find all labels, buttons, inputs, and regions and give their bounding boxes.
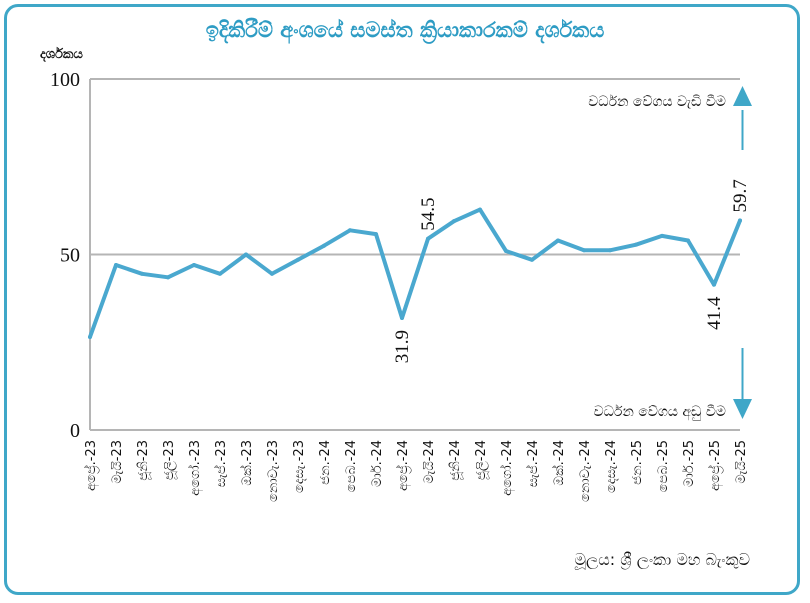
data-point bbox=[712, 282, 716, 287]
x-tick-label: මැයි-24 bbox=[422, 440, 437, 484]
x-tick-label: ජූලි-23 bbox=[162, 440, 177, 480]
data-point bbox=[686, 238, 690, 243]
data-point bbox=[504, 248, 508, 253]
x-tick-label: අගෝ.-23 bbox=[187, 440, 203, 496]
data-point bbox=[556, 238, 560, 243]
data-point bbox=[322, 243, 326, 248]
y-axis-label: දර්ශකය bbox=[40, 46, 83, 63]
x-tick-label: අප්‍රේ.-23 bbox=[83, 440, 99, 491]
chart-title: ඉදිකිරීම් අංශයේ සමස්ත ක්‍රියාකාරකම් දර්ශ… bbox=[205, 18, 605, 42]
x-tick-label: ජූලි-24 bbox=[474, 440, 489, 480]
data-labels: 31.9 54.5 41.4 59.7 bbox=[392, 179, 751, 363]
data-label: 31.9 bbox=[392, 330, 413, 363]
gridlines bbox=[89, 78, 740, 431]
x-tick-label: දෙසැ.-24 bbox=[604, 440, 619, 493]
data-point bbox=[88, 334, 92, 339]
x-tick-label: අප්‍රේ.-24 bbox=[395, 440, 411, 491]
data-point bbox=[608, 248, 612, 253]
x-tick-label: ජන.-24 bbox=[318, 440, 333, 485]
x-tick-label: නොවැ.-24 bbox=[578, 440, 593, 502]
data-point bbox=[660, 233, 664, 238]
data-point bbox=[452, 219, 456, 224]
x-tick-label: මැයි-25 bbox=[734, 440, 749, 484]
data-point bbox=[634, 242, 638, 247]
data-point bbox=[114, 263, 118, 268]
x-tick-label: මැයි-23 bbox=[110, 440, 125, 484]
y-tick-label: 0 bbox=[70, 420, 80, 442]
x-tick-label: ජූනි-23 bbox=[136, 440, 151, 481]
source-note: මූලය: ශ්‍රී ලංකා මහ බැංකුව bbox=[574, 550, 750, 570]
data-point bbox=[738, 218, 742, 223]
x-tick-label: මාර්.-24 bbox=[369, 440, 385, 487]
data-point bbox=[166, 275, 170, 280]
x-tick-label: පෙබ.-24 bbox=[344, 440, 359, 492]
data-point bbox=[192, 263, 196, 268]
growth-down-note: වර්ධන වේගය අඩු වීම bbox=[594, 404, 726, 421]
series-line bbox=[88, 207, 742, 339]
x-tick-label: සැප්.-23 bbox=[213, 440, 229, 487]
chart-frame bbox=[4, 4, 800, 595]
x-tick-labels: අප්‍රේ.-23 මැයි-23 ජූනි-23 ජූලි-23 අගෝ.-23 සැ… bbox=[83, 440, 749, 502]
data-point bbox=[582, 248, 586, 253]
x-tick-label: ඔක්.-23 bbox=[239, 440, 255, 486]
x-tick-label: ජන.-25 bbox=[630, 440, 645, 485]
data-point bbox=[530, 257, 534, 262]
x-tick-label: දෙසැ.-23 bbox=[292, 440, 307, 493]
growth-up-note: වර්ධන වේගය වැඩි වීම bbox=[588, 94, 726, 110]
data-point bbox=[400, 316, 404, 321]
x-tick-label: ඔක්.-24 bbox=[551, 440, 567, 486]
data-label: 41.4 bbox=[704, 296, 725, 330]
data-point bbox=[374, 232, 378, 237]
data-point bbox=[270, 271, 274, 276]
y-tick-labels: 0 50 100 bbox=[50, 69, 80, 442]
x-tick-label: නොවැ.-23 bbox=[266, 440, 281, 502]
down-arrow-icon bbox=[733, 348, 752, 419]
data-label: 59.7 bbox=[730, 179, 751, 212]
x-tick-label: සැප්.-24 bbox=[525, 440, 541, 487]
data-point bbox=[478, 207, 482, 212]
x-tick-label: පෙබ.-25 bbox=[656, 440, 671, 492]
y-tick-label: 50 bbox=[60, 245, 80, 267]
data-label: 54.5 bbox=[418, 197, 439, 230]
data-point bbox=[140, 271, 144, 276]
data-point bbox=[296, 257, 300, 262]
data-point bbox=[348, 228, 352, 233]
x-tick-label: අප්‍රේ.-25 bbox=[707, 440, 723, 491]
x-tick-label: ජූනි-24 bbox=[448, 440, 463, 481]
up-arrow-icon bbox=[733, 86, 752, 150]
data-point bbox=[244, 252, 248, 257]
series-points bbox=[88, 207, 742, 339]
y-tick-label: 100 bbox=[50, 69, 80, 91]
data-point bbox=[218, 271, 222, 276]
x-tick-label: මාර්.-25 bbox=[681, 440, 697, 487]
data-point bbox=[426, 236, 430, 241]
x-tick-label: අගෝ.-24 bbox=[499, 440, 515, 496]
